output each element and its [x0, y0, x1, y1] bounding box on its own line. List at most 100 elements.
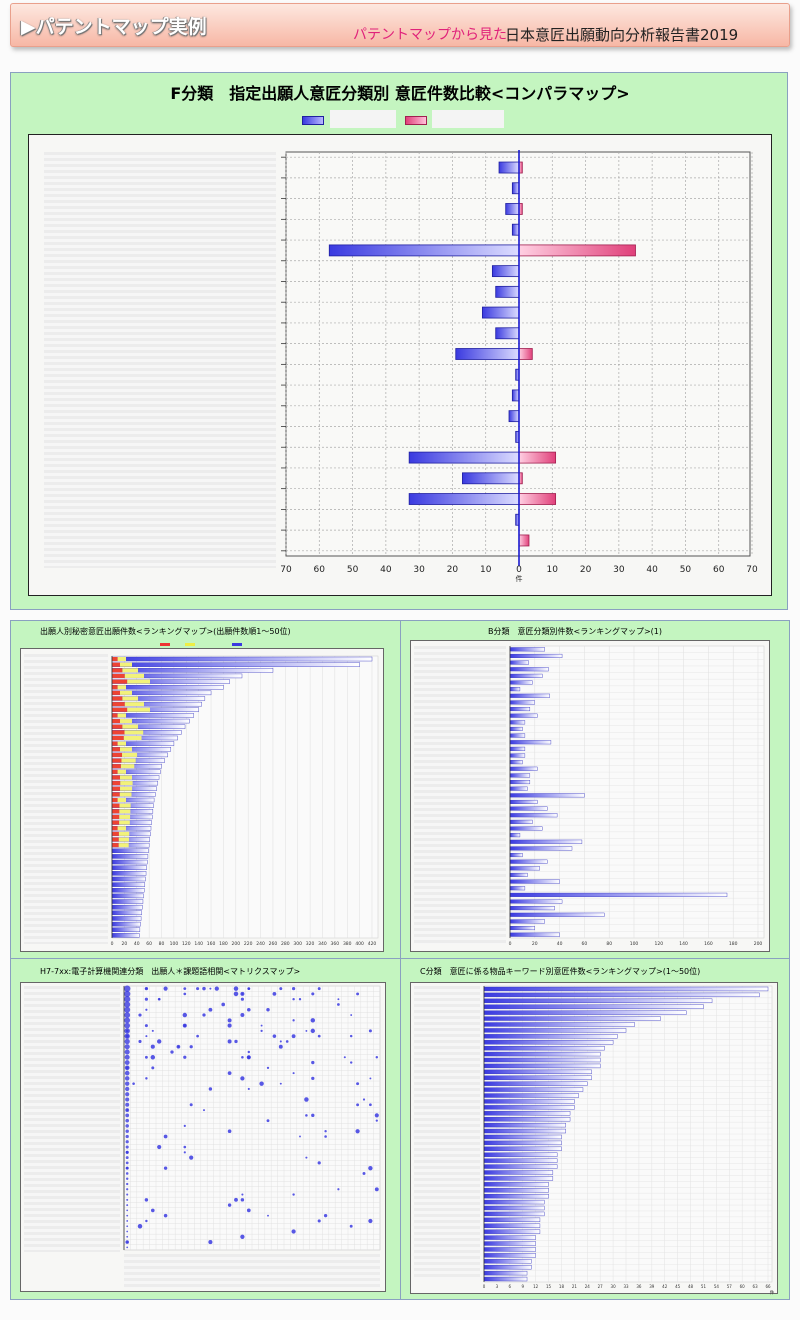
x-tick-label: 10 — [480, 565, 492, 575]
tl-x-tick-label: 0 — [111, 941, 114, 947]
tl-bar-segment — [119, 814, 131, 819]
bl-point — [279, 1040, 282, 1043]
bl-point — [183, 1151, 186, 1154]
tl-bar-segment — [127, 707, 150, 712]
br-bar — [483, 1182, 549, 1187]
bl-point — [240, 1013, 245, 1018]
tl-x-tick-label: 360 — [331, 941, 340, 947]
bl-point — [349, 1061, 353, 1064]
tl-legend-swatch — [160, 643, 170, 646]
bl-point — [247, 1050, 251, 1054]
bl-point — [324, 1135, 327, 1138]
tl-bar-segment — [120, 690, 132, 695]
bl-point — [145, 1219, 148, 1223]
bl-point — [355, 1129, 360, 1134]
tr-x-tick-label: 80 — [606, 941, 612, 947]
bl-point — [157, 1039, 162, 1044]
bl-point — [368, 1029, 372, 1033]
category-labels-blurred — [44, 152, 276, 568]
br-x-tick-label: 6 — [509, 1284, 512, 1289]
x-tick-label: 40 — [380, 565, 392, 575]
br-bar — [483, 1087, 584, 1092]
bl-point — [233, 986, 239, 991]
bl-point — [324, 1130, 327, 1133]
tl-x-tick-label: 260 — [269, 941, 278, 947]
tl-x-tick-label: 420 — [368, 941, 377, 947]
br-bar — [483, 1034, 618, 1039]
bl-point — [311, 1113, 315, 1118]
bl-point — [305, 1029, 308, 1032]
tr-x-tick-label: 100 — [630, 941, 639, 947]
bl-point — [183, 992, 187, 996]
bl-point — [163, 1134, 168, 1139]
bl-point — [221, 1002, 226, 1007]
bl-point — [227, 1023, 232, 1028]
tl-bar-segment — [112, 769, 118, 774]
bl-point — [374, 1187, 379, 1192]
br-bar — [483, 1259, 532, 1264]
tl-bar-segment — [112, 814, 120, 819]
br-x-tick-label: 27 — [598, 1284, 604, 1289]
tl-x-tick-label: 320 — [306, 941, 315, 947]
br-x-tick-label: 3 — [496, 1284, 499, 1289]
br-bar — [483, 986, 769, 992]
x-tick-label: 40 — [646, 565, 658, 575]
tl-bar-segment — [117, 826, 126, 831]
bl-point — [124, 985, 131, 992]
bl-point — [124, 1022, 131, 1029]
tl-bar-segment — [122, 752, 138, 757]
bl-point — [304, 1097, 309, 1102]
bl-point — [349, 1034, 353, 1038]
bl-point — [126, 1182, 129, 1186]
bl-point — [246, 1208, 251, 1213]
bl-point — [202, 1013, 206, 1017]
bl-point — [132, 1082, 135, 1085]
bl-point — [272, 992, 277, 996]
bl-point — [368, 1165, 373, 1171]
br-bar — [483, 1152, 558, 1157]
tl-bar-segment — [112, 741, 118, 746]
br-x-tick-label: 57 — [727, 1284, 733, 1289]
br-bar — [483, 1276, 528, 1282]
br-chart-title: C分類 意匠に係る物品キーワード別意匠件数<ランキングマップ>(1～50位) — [420, 967, 701, 976]
br-bar — [483, 1016, 661, 1021]
bl-point — [150, 1055, 156, 1060]
bl-point — [362, 1098, 366, 1101]
comparison-chart: 70 60 50 40 30 20 10 0 10 20 30 40 50 60 70 件 — [280, 150, 758, 583]
tl-bar-segment — [112, 758, 122, 763]
tl-bar-segment — [112, 657, 118, 662]
tl-bar-segment — [120, 775, 132, 780]
bl-point — [266, 1008, 270, 1012]
br-bar — [483, 1081, 588, 1086]
bl-point — [125, 1134, 129, 1139]
br-bar — [483, 1022, 635, 1027]
x-tick-label: 0 — [516, 565, 522, 575]
tr-x-tick-label: 60 — [582, 941, 588, 947]
br-bar — [483, 1193, 549, 1199]
bl-point — [126, 1220, 129, 1222]
bl-point — [126, 1214, 129, 1217]
br-x-tick-label: 48 — [688, 1284, 694, 1289]
br-bar — [483, 1140, 562, 1146]
bl-point — [126, 1198, 129, 1201]
bl-point — [349, 1224, 353, 1228]
bl-point — [124, 1017, 131, 1024]
tr-x-tick-label: 180 — [729, 941, 738, 947]
bl-point — [151, 1066, 155, 1070]
main-chart-title: F分類 指定出願人意匠分類別 意匠件数比較<コンパラマップ> — [170, 84, 630, 103]
tl-bar-segment — [117, 685, 126, 690]
br-x-tick-label: 0 — [483, 1284, 486, 1289]
bl-point — [356, 1103, 360, 1107]
tl-bar-segment — [119, 792, 132, 797]
bl-point — [247, 1007, 251, 1012]
tl-bar-segment — [112, 685, 118, 690]
tl-bar-segment — [119, 803, 131, 808]
x-tick-label: 70 — [746, 565, 758, 575]
br-bar — [483, 998, 713, 1003]
bl-point — [183, 1124, 186, 1128]
tl-bar-segment — [120, 719, 132, 724]
bl-point — [138, 1039, 142, 1043]
tl-bar-segment — [112, 673, 125, 678]
tl-bar-segment — [117, 798, 126, 803]
bl-point — [125, 1161, 129, 1165]
